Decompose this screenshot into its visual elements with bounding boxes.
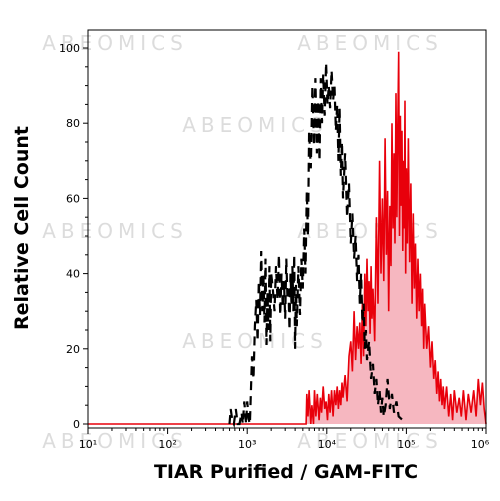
watermark-text: ABEOMICS bbox=[297, 31, 443, 55]
watermark-text: ABEOMICS bbox=[42, 219, 188, 243]
black-series-line bbox=[228, 62, 406, 429]
watermark-text: ABEOMICS bbox=[182, 329, 328, 353]
watermark-text: ABEOMICS bbox=[297, 219, 443, 243]
y-tick-label: 40 bbox=[66, 268, 80, 281]
x-axis-ticks: 10¹ 10² 10³ 10⁴ 10⁵ 10⁶ bbox=[79, 428, 490, 451]
y-tick-label: 60 bbox=[66, 192, 80, 205]
x-tick-label: 10⁶ bbox=[471, 438, 490, 451]
y-axis-ticks: 0 20 40 60 80 100 bbox=[59, 42, 88, 431]
y-axis-label: Relative Cell Count bbox=[11, 126, 33, 330]
x-tick-label: 10³ bbox=[238, 438, 256, 451]
x-tick-label: 10⁴ bbox=[318, 438, 337, 451]
y-tick-label: 100 bbox=[59, 42, 80, 55]
x-tick-label: 10¹ bbox=[79, 438, 97, 451]
y-tick-label: 0 bbox=[73, 418, 80, 431]
red-series-line bbox=[88, 51, 487, 425]
x-tick-label: 10² bbox=[158, 438, 176, 451]
axes-layer bbox=[87, 29, 487, 429]
y-tick-label: 20 bbox=[66, 343, 80, 356]
watermark-text: ABEOMICS bbox=[42, 31, 188, 55]
plot-frame bbox=[87, 29, 487, 429]
red-series-fill bbox=[88, 51, 486, 425]
watermark-text: ABEOMICS bbox=[182, 113, 328, 137]
x-tick-label: 10⁵ bbox=[397, 438, 415, 451]
watermark-text: ABEOMICS bbox=[297, 429, 443, 453]
watermark-text: ABEOMICS bbox=[42, 429, 188, 453]
watermark-layer: ABEOMICS ABEOMICS ABEOMICS ABEOMICS ABEOMICS… bbox=[42, 31, 443, 453]
x-axis-label: TIAR Purified / GAM-FITC bbox=[154, 461, 418, 483]
y-tick-label: 80 bbox=[66, 117, 80, 130]
series-layer bbox=[88, 51, 487, 429]
